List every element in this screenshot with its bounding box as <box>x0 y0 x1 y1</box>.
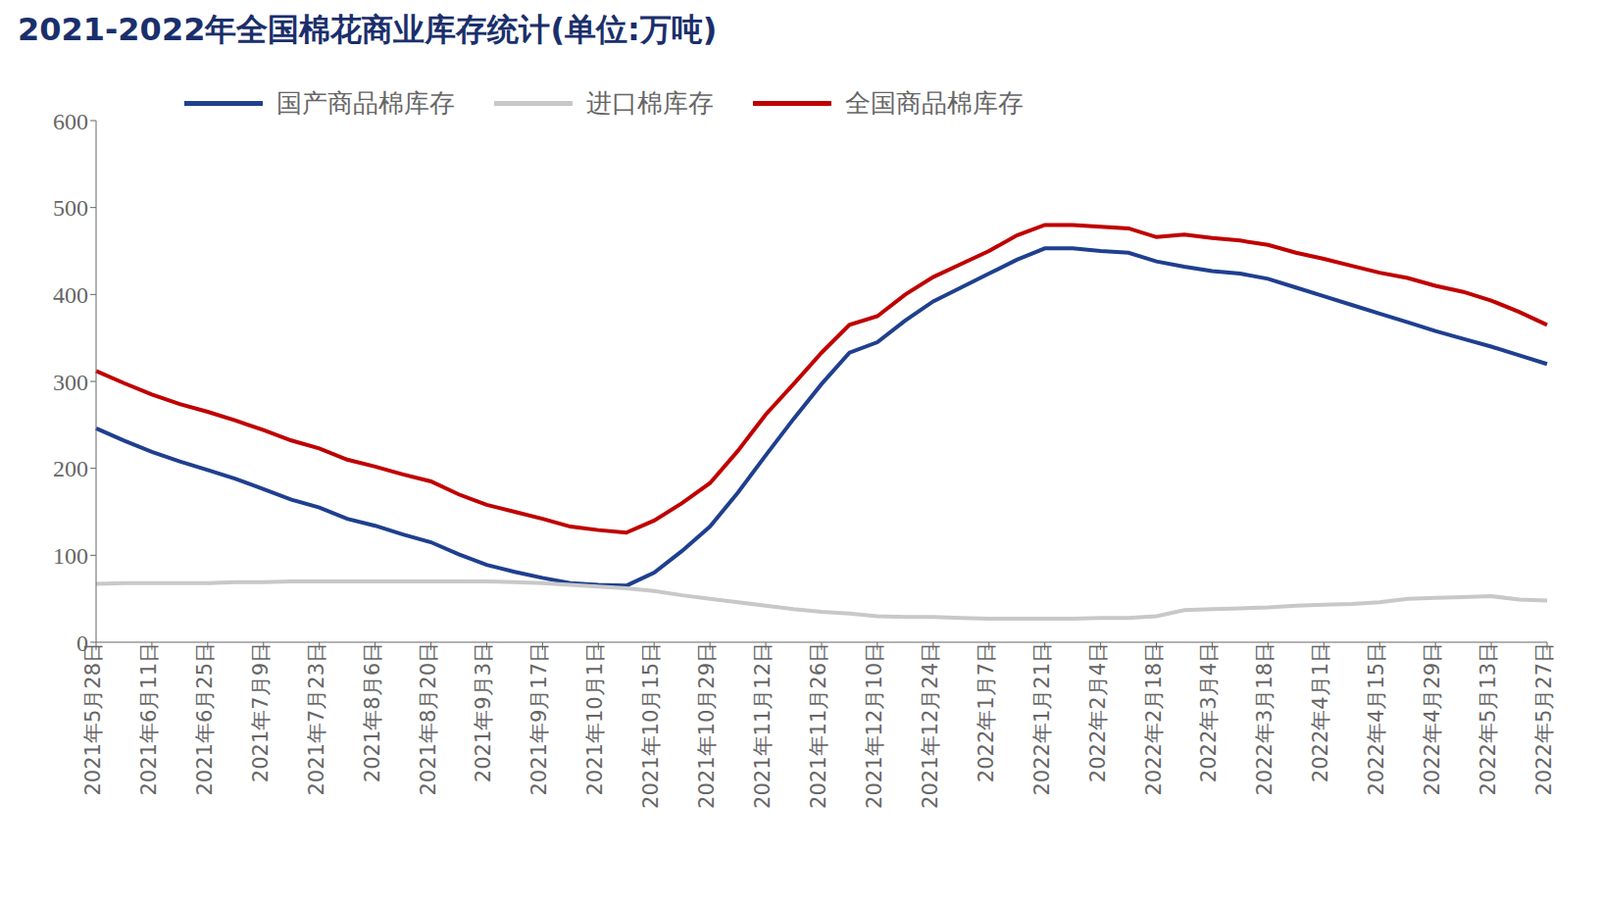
svg-text:2021年12月24日: 2021年12月24日 <box>918 642 943 809</box>
svg-text:2021年10月15日: 2021年10月15日 <box>639 642 663 809</box>
svg-text:500: 500 <box>52 195 89 221</box>
svg-text:2021年10月1日: 2021年10月1日 <box>583 642 607 797</box>
svg-text:300: 300 <box>52 369 89 396</box>
html-text:2021-2022年全国棉花商业库存统计(单位:万吨): 2021-2022年全国棉花商业库存统计(单位:万吨) <box>17 10 718 49</box>
svg-text:2022年4月1日: 2022年4月1日 <box>1308 642 1333 783</box>
svg-text:2021年9月3日: 2021年9月3日 <box>471 642 496 783</box>
html-text:进口棉库存: 进口棉库存 <box>586 88 714 118</box>
svg-text:2021年7月23日: 2021年7月23日 <box>304 642 329 797</box>
svg-text:2022年4月15日: 2022年4月15日 <box>1364 642 1389 797</box>
svg-text:2021年11月26日: 2021年11月26日 <box>806 642 831 809</box>
svg-text:2021年6月25日: 2021年6月25日 <box>193 642 217 797</box>
html-text:国产商品棉库存: 国产商品棉库存 <box>276 88 455 118</box>
svg-text:100: 100 <box>52 543 89 569</box>
svg-text:400: 400 <box>52 282 89 308</box>
html-text:全国商品棉库存: 全国商品棉库存 <box>845 88 1024 118</box>
svg-text:2022年3月4日: 2022年3月4日 <box>1197 642 1221 783</box>
svg-text:2021年8月6日: 2021年8月6日 <box>360 642 385 783</box>
svg-text:2021年8月20日: 2021年8月20日 <box>416 642 441 797</box>
svg-text:2021年6月11日: 2021年6月11日 <box>137 642 161 797</box>
svg-text:2022年4月29日: 2022年4月29日 <box>1420 642 1445 797</box>
svg-text:2022年5月13日: 2022年5月13日 <box>1476 642 1500 797</box>
svg-text:2022年5月27日: 2022年5月27日 <box>1532 642 1556 797</box>
svg-text:2021年12月10日: 2021年12月10日 <box>862 642 887 809</box>
svg-text:2021年11月12日: 2021年11月12日 <box>750 642 775 809</box>
svg-text:2021年9月17日: 2021年9月17日 <box>527 642 551 797</box>
svg-text:2021年10月29日: 2021年10月29日 <box>695 642 719 809</box>
svg-text:2022年2月18日: 2022年2月18日 <box>1142 642 1166 797</box>
svg-text:0: 0 <box>76 630 89 656</box>
svg-text:2021年5月28日: 2021年5月28日 <box>81 642 105 797</box>
svg-text:2022年1月7日: 2022年1月7日 <box>974 642 999 783</box>
svg-text:2021年7月9日: 2021年7月9日 <box>249 642 273 783</box>
svg-text:600: 600 <box>52 108 89 135</box>
svg-text:2022年3月18日: 2022年3月18日 <box>1252 642 1277 797</box>
svg-text:2022年1月21日: 2022年1月21日 <box>1030 642 1054 797</box>
svg-text:2022年2月4日: 2022年2月4日 <box>1086 642 1110 783</box>
svg-text:200: 200 <box>52 455 89 482</box>
